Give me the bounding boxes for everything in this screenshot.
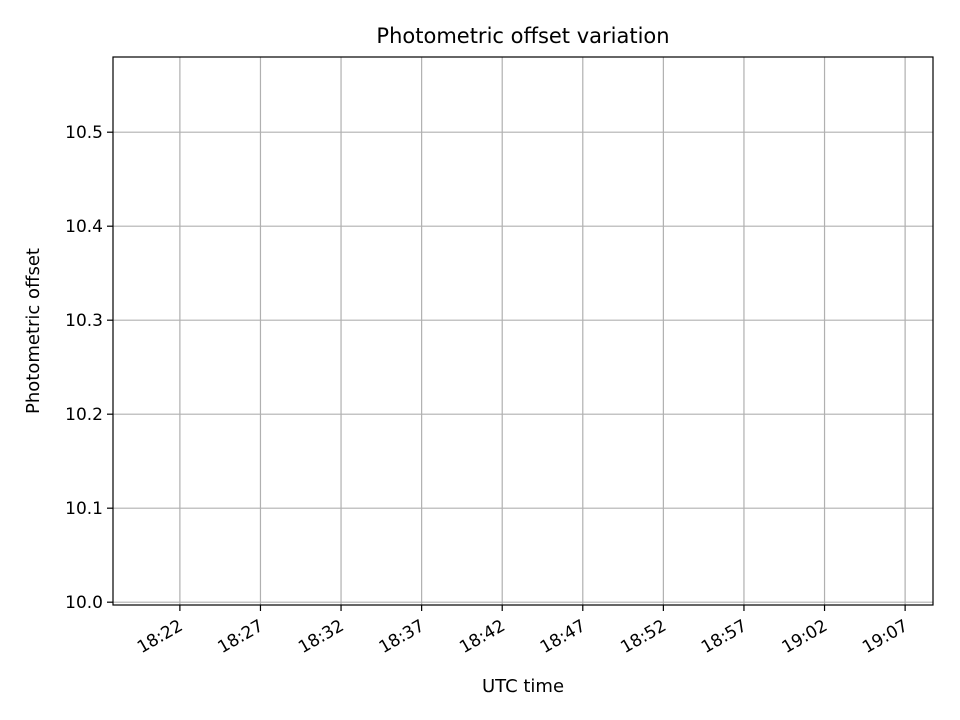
y-tick-label: 10.3	[65, 311, 103, 331]
y-tick-label: 10.4	[65, 217, 103, 237]
y-tick-label: 10.1	[65, 499, 103, 519]
plot-frame	[112, 56, 934, 606]
y-axis-label: Photometric offset	[23, 248, 44, 414]
grid-lines	[113, 57, 933, 605]
y-tick-label: 10.0	[65, 593, 103, 613]
y-tick-label: 10.5	[65, 123, 103, 143]
chart-title: Photometric offset variation	[376, 24, 669, 48]
y-tick-label: 10.2	[65, 405, 103, 425]
x-axis-label: UTC time	[482, 676, 564, 697]
